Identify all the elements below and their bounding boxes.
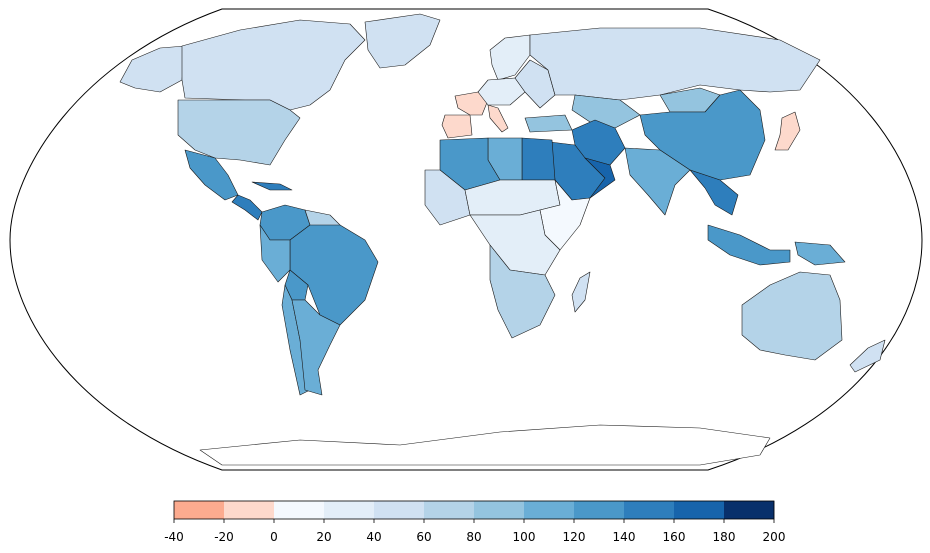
region-egypt [521,137,556,181]
region-papua [794,241,846,266]
region-cuba [251,181,293,191]
colorbar: -40 -20 0 20 40 60 80 100 120 140 160 180 200 [164,500,785,544]
colorbar-swatch [424,501,475,519]
region-southeast-asia [689,169,739,216]
region-italy [487,104,509,133]
colorbar-tick-label: 200 [763,530,786,544]
colorbar-tick-label: 80 [466,530,481,544]
colorbar-swatch [274,501,325,519]
region-russia [529,27,821,101]
colorbar-tick-label: 0 [270,530,278,544]
colorbar-swatches [174,501,775,519]
colorbar-swatch [574,501,625,519]
colorbar-tick-label: 140 [613,530,636,544]
region-canada [181,19,366,111]
colorbar-swatch [474,501,525,519]
colorbar-swatch [524,501,575,519]
colorbar-tick-label: 160 [663,530,686,544]
region-indonesia [707,224,791,266]
region-new-zealand [849,339,886,373]
colorbar-swatch [724,501,775,519]
region-iberia [441,114,473,139]
colorbar-tick-label: 40 [366,530,381,544]
colorbar-tick-label: 120 [563,530,586,544]
country-regions [119,13,886,466]
colorbar-tick-label: -20 [214,530,234,544]
colorbar-swatch [624,501,675,519]
region-argentina [291,299,341,396]
colorbar-tick-labels: -40 -20 0 20 40 60 80 100 120 140 160 180 200 [164,519,785,544]
region-india [624,147,691,216]
region-antarctica [199,424,771,466]
colorbar-tick-label: -40 [164,530,184,544]
region-mexico [184,149,239,201]
region-turkey [524,114,573,133]
region-japan [774,111,801,151]
region-australia [741,271,843,361]
colorbar-tick-label: 20 [316,530,331,544]
colorbar-swatch [324,501,375,519]
region-united-states [177,99,301,166]
colorbar-swatch [174,501,225,519]
colorbar-swatch [674,501,725,519]
region-central-america [231,194,263,221]
region-oman-yemen [584,157,616,199]
colorbar-swatch [374,501,425,519]
colorbar-tick-label: 180 [713,530,736,544]
region-southern-africa [489,244,556,339]
colorbar-tick-label: 60 [416,530,431,544]
colorbar-tick-label: 100 [513,530,536,544]
region-madagascar [571,271,591,313]
region-scandinavia [489,34,531,81]
colorbar-swatch [224,501,275,519]
region-greenland [364,13,441,69]
